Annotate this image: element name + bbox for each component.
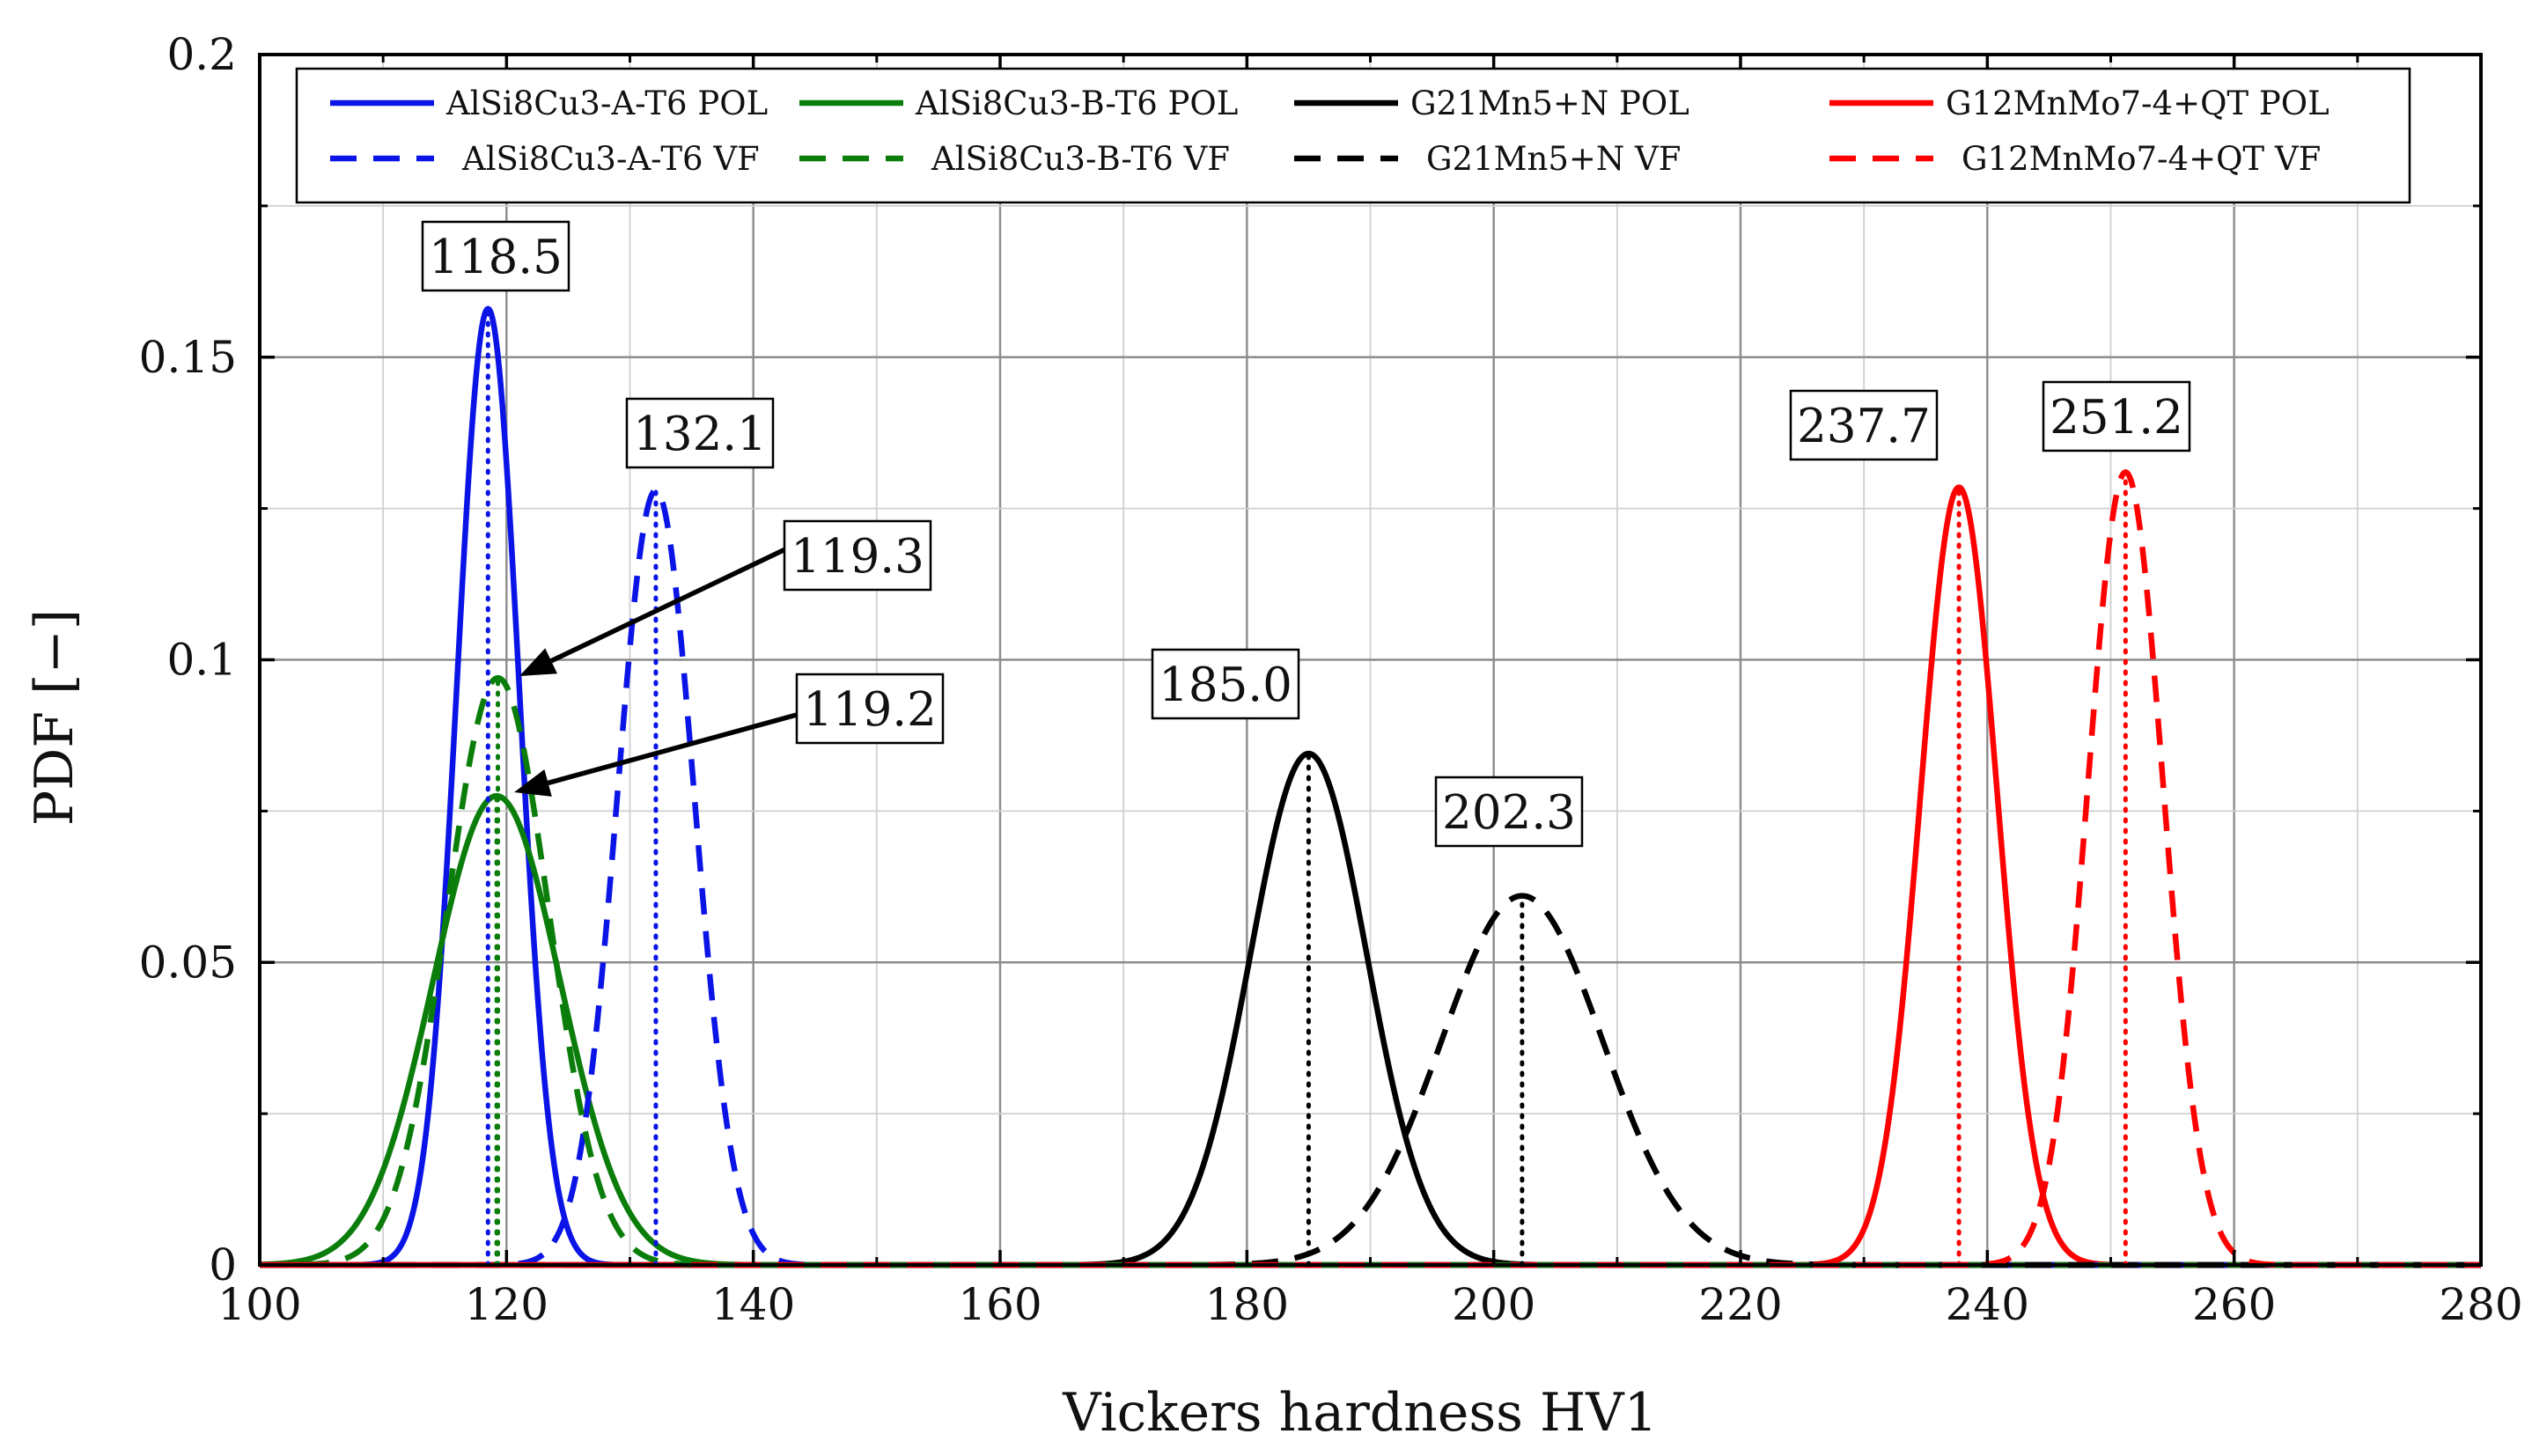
annotation-box	[1789, 389, 1939, 461]
y-tick-label: 0.05	[139, 937, 237, 988]
annotation-box	[625, 397, 775, 469]
annotation-box	[1151, 648, 1300, 720]
x-tick-label: 120	[465, 1279, 548, 1330]
y-tick-label: 0.1	[166, 635, 237, 686]
x-tick-label: 100	[217, 1279, 301, 1330]
annotation-layer: 118.5 132.1 119.3 119.2 185.0 202.3 237.7 251.2	[421, 220, 2191, 848]
y-axis-title: PDF [−]	[24, 609, 85, 826]
annotation-label-5: 202.3	[1442, 786, 1576, 840]
annotation-arrow-shaft	[549, 547, 787, 664]
annotation-arrow-head	[519, 648, 557, 676]
frame-layer: 100 120 140 160 180 200 220 240 260 280 0 0.05 0.1 0.…	[139, 29, 2523, 1330]
legend-label-5: AlSi8Cu3-B-T6 VF	[931, 140, 1230, 178]
annotation-box	[783, 519, 932, 592]
y-tick-label: 0.15	[139, 332, 237, 383]
x-tick-label: 280	[2439, 1279, 2522, 1330]
x-tick-label: 140	[711, 1279, 795, 1330]
annotation-arrow-shaft	[547, 712, 798, 786]
x-tick-label: 260	[2192, 1279, 2276, 1330]
y-tick-label: 0.2	[166, 29, 237, 80]
annotation-box	[2042, 380, 2191, 452]
x-tick-label: 180	[1205, 1279, 1289, 1330]
x-tick-label: 160	[958, 1279, 1042, 1330]
annotation-box	[421, 220, 570, 292]
annotation-arrow-head	[514, 768, 552, 797]
legend-label-4: AlSi8Cu3-A-T6 VF	[461, 140, 760, 178]
annotation-label-4: 185.0	[1159, 658, 1292, 712]
legend-box	[295, 67, 2411, 204]
legend-label-7: G12MnMo7-4+QT VF	[1962, 140, 2321, 178]
legend-label-3: G12MnMo7-4+QT POL	[1946, 85, 2330, 122]
x-tick-label: 220	[1698, 1279, 1782, 1330]
annotation-box	[795, 673, 945, 745]
annotation-label-1: 132.1	[633, 408, 767, 461]
y-tick-label: 0	[209, 1239, 237, 1291]
annotation-box	[1434, 776, 1584, 848]
legend-label-0: AlSi8Cu3-A-T6 POL	[445, 85, 768, 122]
x-tick-label: 240	[1946, 1279, 2029, 1330]
annotation-label-2: 119.3	[791, 530, 924, 584]
legend-label-1: AlSi8Cu3-B-T6 POL	[915, 85, 1238, 122]
legend-label-2: G21Mn5+N POL	[1410, 85, 1689, 122]
annotation-label-0: 118.5	[429, 231, 563, 284]
legend: AlSi8Cu3-A-T6 POL AlSi8Cu3-B-T6 POL G21Mn5…	[295, 67, 2411, 204]
annotation-label-6: 237.7	[1797, 400, 1931, 453]
legend-label-6: G21Mn5+N VF	[1426, 140, 1681, 178]
annotation-label-3: 119.2	[803, 683, 937, 737]
x-axis-title: Vickers hardness HV1	[1062, 1382, 1658, 1444]
x-tick-label: 200	[1452, 1279, 1535, 1330]
annotation-label-7: 251.2	[2050, 391, 2183, 445]
